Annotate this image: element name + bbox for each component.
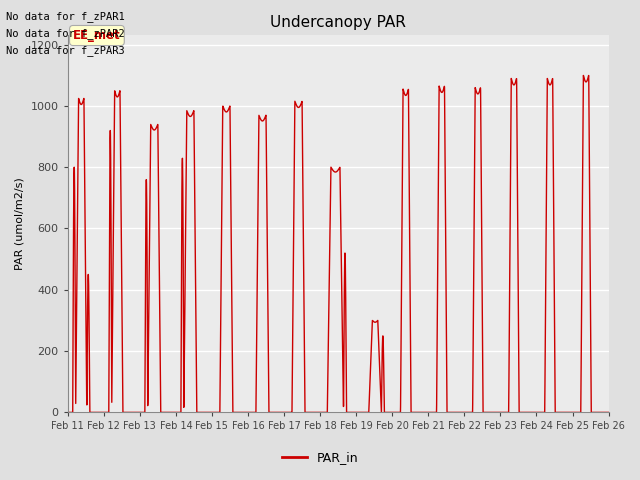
Y-axis label: PAR (umol/m2/s): PAR (umol/m2/s): [15, 178, 25, 270]
Text: EE_met: EE_met: [73, 29, 121, 42]
Title: Undercanopy PAR: Undercanopy PAR: [270, 15, 406, 30]
Legend: PAR_in: PAR_in: [276, 446, 364, 469]
Text: No data for f_zPAR1: No data for f_zPAR1: [6, 11, 125, 22]
Text: No data for f_zPAR3: No data for f_zPAR3: [6, 45, 125, 56]
Text: No data for f_zPAR2: No data for f_zPAR2: [6, 28, 125, 39]
